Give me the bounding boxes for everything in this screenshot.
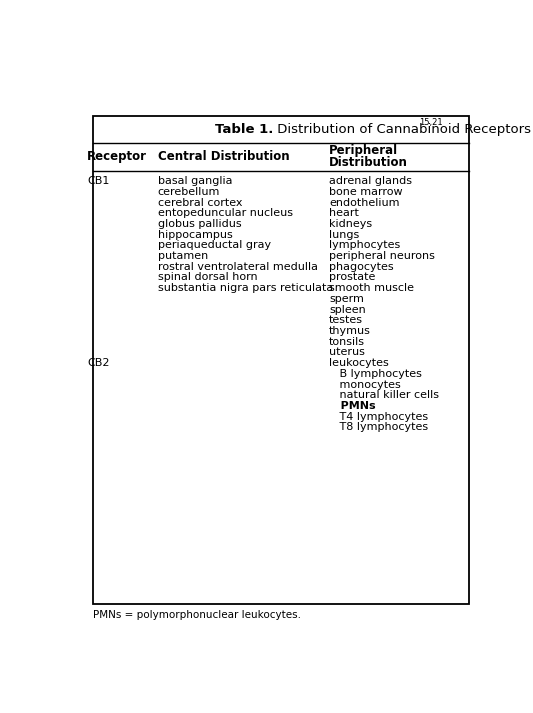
Text: globus pallidus: globus pallidus <box>158 219 241 229</box>
Text: peripheral neurons: peripheral neurons <box>329 251 435 261</box>
Text: cerebellum: cerebellum <box>158 187 220 197</box>
Text: bone marrow: bone marrow <box>329 187 402 197</box>
Text: T8 lymphocytes: T8 lymphocytes <box>329 422 428 432</box>
Text: natural killer cells: natural killer cells <box>329 390 439 400</box>
Text: Central Distribution: Central Distribution <box>158 150 289 163</box>
Text: PMNs = polymorphonuclear leukocytes.: PMNs = polymorphonuclear leukocytes. <box>93 610 302 620</box>
Text: spleen: spleen <box>329 304 366 314</box>
Text: B lymphocytes: B lymphocytes <box>329 369 422 379</box>
Text: adrenal glands: adrenal glands <box>329 176 412 186</box>
Text: cerebral cortex: cerebral cortex <box>158 198 242 207</box>
Text: Receptor: Receptor <box>87 150 147 163</box>
Text: 15,21: 15,21 <box>419 118 443 127</box>
Text: rostral ventrolateral medulla: rostral ventrolateral medulla <box>158 262 318 272</box>
Text: tonsils: tonsils <box>329 337 365 347</box>
Text: T4 lymphocytes: T4 lymphocytes <box>329 411 428 421</box>
Text: lymphocytes: lymphocytes <box>329 240 400 250</box>
Text: CB2: CB2 <box>87 358 110 368</box>
Text: spinal dorsal horn: spinal dorsal horn <box>158 272 257 282</box>
Text: monocytes: monocytes <box>329 379 401 389</box>
Text: substantia nigra pars reticulata: substantia nigra pars reticulata <box>158 283 333 293</box>
Text: hippocampus: hippocampus <box>158 230 232 240</box>
Text: leukocytes: leukocytes <box>329 358 389 368</box>
Text: uterus: uterus <box>329 347 365 357</box>
Text: testes: testes <box>329 315 363 325</box>
Text: basal ganglia: basal ganglia <box>158 176 232 186</box>
Text: sperm: sperm <box>329 294 364 304</box>
Text: prostate: prostate <box>329 272 375 282</box>
Text: periaqueductal gray: periaqueductal gray <box>158 240 271 250</box>
Text: PMNs: PMNs <box>329 401 376 411</box>
Text: kidneys: kidneys <box>329 219 372 229</box>
Text: endothelium: endothelium <box>329 198 399 207</box>
Text: phagocytes: phagocytes <box>329 262 393 272</box>
Text: heart: heart <box>329 208 359 218</box>
FancyBboxPatch shape <box>93 116 470 605</box>
Text: Table 1.: Table 1. <box>215 123 273 136</box>
Text: thymus: thymus <box>329 326 371 336</box>
Text: Distribution of Cannabinoid Receptors: Distribution of Cannabinoid Receptors <box>273 123 531 136</box>
Text: putamen: putamen <box>158 251 208 261</box>
Text: CB1: CB1 <box>87 176 110 186</box>
Text: Distribution: Distribution <box>329 156 408 170</box>
Text: lungs: lungs <box>329 230 359 240</box>
Text: Peripheral: Peripheral <box>329 145 398 158</box>
Text: entopeduncular nucleus: entopeduncular nucleus <box>158 208 293 218</box>
Text: smooth muscle: smooth muscle <box>329 283 414 293</box>
